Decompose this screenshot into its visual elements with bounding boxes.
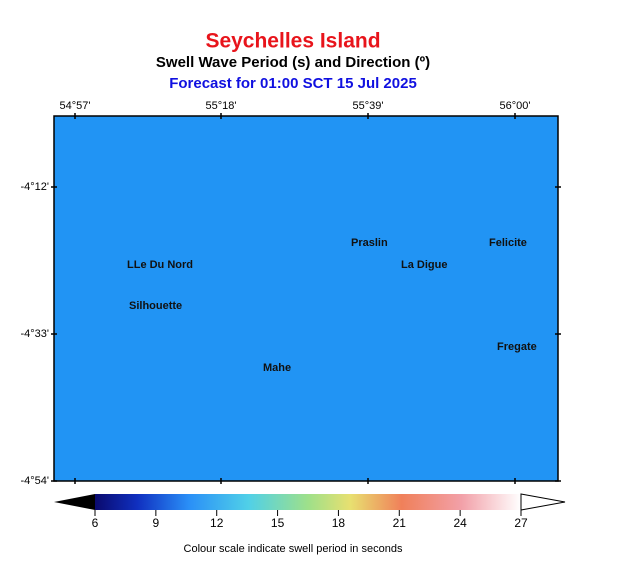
place-label: Fregate [497, 341, 537, 353]
subtitle: Swell Wave Period (s) and Direction (º) [156, 54, 430, 71]
colorbar-tick-label: 27 [514, 516, 528, 530]
place-label: Silhouette [129, 300, 182, 312]
colorbar-tick-label: 24 [453, 516, 467, 530]
place-label: LLe Du Nord [127, 259, 193, 271]
colorbar-tick-label: 21 [393, 516, 407, 530]
colorbar-tick-label: 6 [92, 516, 99, 530]
lat-tick-label: -4°33' [20, 328, 49, 340]
colorbar-tick-label: 9 [153, 516, 160, 530]
map-area [53, 115, 559, 482]
place-label: La Digue [401, 259, 447, 271]
lon-tick-label: 56°00' [500, 100, 531, 112]
place-label: Praslin [351, 237, 388, 249]
lat-tick-label: -4°12' [20, 181, 49, 193]
colorbar-tick-label: 18 [332, 516, 346, 530]
lon-tick-label: 55°18' [206, 100, 237, 112]
colorbar-over [520, 493, 566, 511]
place-label: Felicite [489, 237, 527, 249]
forecast: Forecast for 01:00 SCT 15 Jul 2025 [169, 75, 417, 92]
lon-tick-label: 54°57' [60, 100, 91, 112]
place-label: Mahe [263, 362, 291, 374]
colorbar-under [54, 494, 95, 510]
lat-tick-label: -4°54' [20, 475, 49, 487]
title: Seychelles Island [205, 30, 380, 53]
colorbar-tick-label: 15 [271, 516, 285, 530]
colorbar [95, 494, 521, 510]
lon-tick-label: 55°39' [353, 100, 384, 112]
colorbar-caption: Colour scale indicate swell period in se… [184, 543, 403, 555]
colorbar-tick-label: 12 [210, 516, 224, 530]
